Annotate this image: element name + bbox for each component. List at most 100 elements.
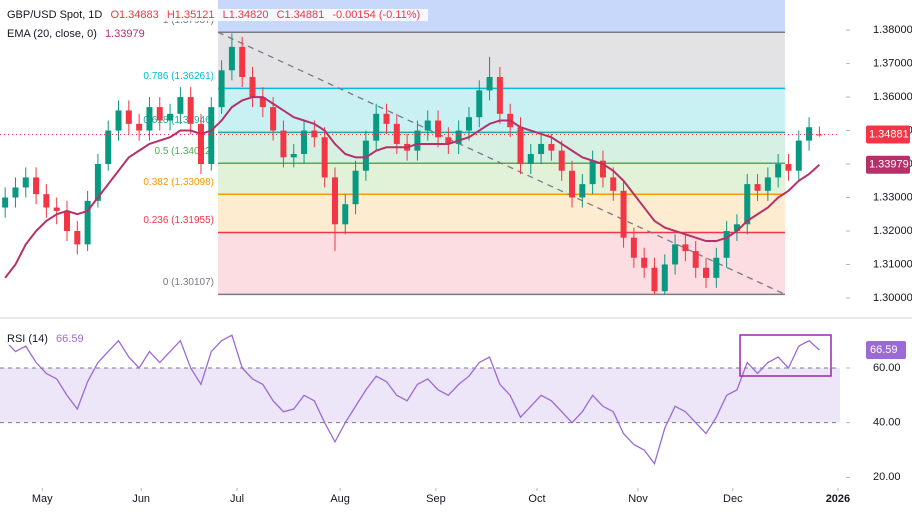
y-tick-label: 1.32000 [873, 225, 912, 237]
candle-body [228, 46, 235, 71]
candle-body [373, 113, 380, 141]
candle-body [383, 113, 390, 124]
candle-body [465, 117, 472, 131]
candle-body [785, 164, 792, 171]
candle-body [187, 97, 194, 124]
fib-band [218, 132, 785, 164]
candle-body [630, 237, 637, 258]
candle-body [352, 170, 359, 205]
candle-body [599, 160, 606, 178]
candle-body [672, 244, 679, 265]
fib-band [218, 194, 785, 233]
candle-body [764, 177, 771, 191]
candle-body [558, 150, 565, 171]
x-tick-label: Sep [426, 493, 446, 505]
candle-body [610, 177, 617, 191]
candle-body [146, 107, 153, 131]
rsi-legend: RSI (14) 66.59 [4, 333, 92, 345]
price-pane: 1 (1.37937)0.786 (1.36261)0.618 (1.34946… [0, 0, 840, 296]
y-tick-label: 20.00 [873, 471, 901, 483]
axes: 1.300001.310001.320001.330001.340001.350… [32, 24, 912, 505]
x-tick-label: Nov [628, 493, 648, 505]
x-tick-label: Dec [723, 493, 743, 505]
candle-body [53, 207, 60, 211]
trend-line [217, 31, 786, 295]
candle-body [74, 230, 81, 245]
price-legend: GBP/USD Spot, 1D O1.34883 H1.35121 L1.34… [4, 9, 429, 21]
candle-body [94, 164, 101, 201]
fib-label: 0.236 (1.31955) [143, 215, 214, 226]
candle-body [723, 230, 730, 258]
candle-body [641, 257, 648, 268]
ohlc-value: C1.34881 [276, 9, 325, 21]
candle-body [43, 194, 50, 208]
candle-body [208, 107, 215, 165]
candle-body [136, 123, 143, 131]
candle-body [754, 184, 761, 191]
candle-body [22, 177, 29, 188]
candle-body [105, 130, 112, 165]
candle-body [84, 200, 91, 245]
y-tick-label: 60.00 [873, 362, 901, 374]
candle-body [63, 210, 70, 231]
rsi-tag-label: 66.59 [870, 344, 898, 356]
candle-body [445, 137, 452, 144]
candle-body [703, 267, 710, 278]
candle-body [538, 143, 545, 154]
candle-body [517, 127, 524, 165]
ema-tag [866, 155, 910, 174]
candle-body [733, 224, 740, 231]
candle-body [393, 123, 400, 144]
ema-name: EMA (20, close, 0) [7, 28, 97, 40]
ema-tag-label: 1.33979 [869, 159, 909, 171]
candle-body [342, 204, 349, 225]
fib-label: 0.786 (1.36261) [143, 71, 214, 82]
candle-body [569, 170, 576, 198]
candle-body [548, 143, 555, 151]
candle-body [816, 134, 823, 136]
ohlc-value: H1.35121 [166, 9, 215, 21]
candle-body [115, 110, 122, 131]
candle-body [270, 107, 277, 131]
candle-body [692, 251, 699, 268]
candle-body [197, 123, 204, 165]
candle-body [125, 110, 132, 124]
x-tick-label: Jul [230, 493, 244, 505]
fib-band [218, 232, 785, 295]
fib-label: 0.5 (1.34022) [155, 146, 215, 157]
y-tick-label: 1.36000 [873, 91, 912, 103]
candle-body [496, 76, 503, 114]
candle-body [620, 190, 627, 238]
candle-body [301, 130, 308, 154]
rsi-pane [0, 334, 840, 466]
ohlc-value: L1.34820 [222, 9, 269, 21]
candle-body [311, 130, 318, 138]
candle-body [476, 90, 483, 118]
candle-body [12, 187, 19, 198]
ema-legend: EMA (20, close, 0) 1.33979 [4, 28, 153, 40]
x-tick-label: Aug [330, 493, 350, 505]
change-value: -0.00154 (-0.11%) [332, 9, 421, 21]
x-tick-label: Oct [528, 493, 545, 505]
highlight-box [739, 334, 832, 377]
symbol-title: GBP/USD Spot, 1D [7, 9, 103, 21]
x-tick-label: 2026 [826, 493, 850, 505]
candle-body [321, 137, 328, 178]
y-tick-label: 1.33000 [873, 191, 912, 203]
candle-body [290, 153, 297, 158]
candle-body [424, 120, 431, 131]
candle-body [414, 130, 421, 151]
candle-body [167, 113, 174, 121]
candle-body [713, 257, 720, 278]
candle-body [218, 70, 225, 108]
candle-body [259, 97, 266, 108]
candle-body [2, 197, 9, 208]
candle-body [156, 107, 163, 121]
y-tick-label: 1.31000 [873, 258, 912, 270]
candle-body [527, 153, 534, 165]
candle-body [744, 184, 751, 225]
candle-body [589, 160, 596, 185]
candle-body [775, 164, 782, 178]
